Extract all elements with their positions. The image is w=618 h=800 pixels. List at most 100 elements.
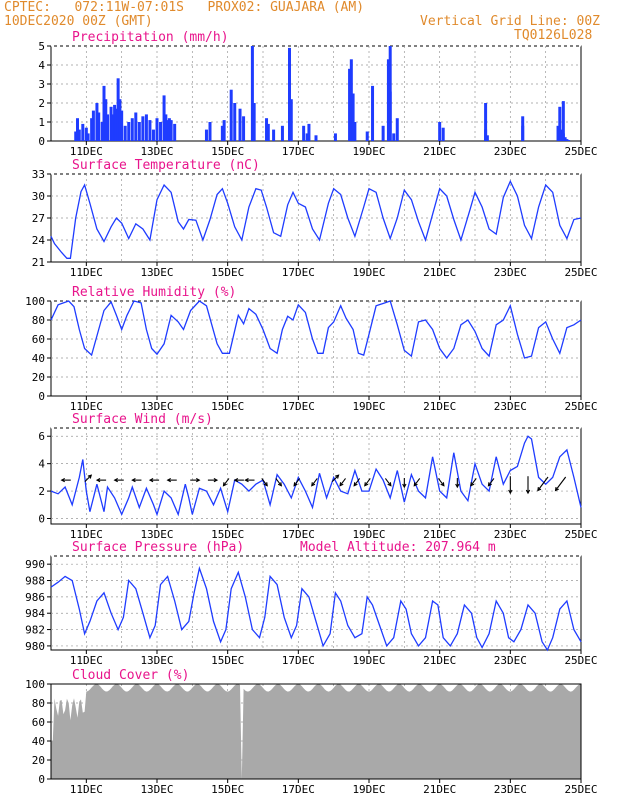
precip-bar [127,122,131,141]
wind-arrow-head [95,477,101,483]
precip-bar [90,118,94,141]
precip-bar [95,103,99,141]
pres-ytick-label: 982 [25,624,45,637]
wind-arrow-head [537,486,542,492]
pres-xtick-label: 23DEC [494,654,527,667]
wind-arrow-head [60,477,66,483]
precip-bar [238,108,242,141]
pres-xtick-label: 15DEC [211,654,244,667]
precip-bar [280,125,284,141]
precip-bar [120,110,124,141]
precip-bar [485,135,489,141]
precip-bar [173,123,177,141]
cloud-xtick-label: 11DEC [70,783,103,796]
precip-ytick-label: 0 [38,135,45,148]
precip-bar [167,118,171,141]
precip-bar [74,131,78,141]
precip-bar [123,125,127,141]
precip-bar [220,125,224,141]
pres-ytick-label: 986 [25,591,45,604]
wind-title: Surface Wind (m/s) [72,412,213,427]
rh-ytick-label: 100 [25,295,45,308]
pres-xtick-label: 17DEC [282,654,315,667]
precip-bar [137,122,141,141]
precip-bar [162,95,166,141]
precip-title: Precipitation (mm/h) [72,30,229,45]
precip-bar [134,112,138,141]
precip-bar [307,123,311,141]
pres-xtick-label: 11DEC [70,654,103,667]
wind-arrow-head [113,477,119,483]
rh-ytick-label: 80 [32,314,45,327]
precip-bar [164,114,168,141]
wind-xtick-label: 21DEC [423,528,456,541]
wind-arrow-head [222,482,227,487]
precip-bar [155,118,159,141]
pres-ytick-label: 984 [25,607,45,620]
precip-ytick-label: 5 [38,40,45,53]
precip-bar [521,125,525,141]
wind-arrow-head [455,483,460,489]
precip-bar [91,110,95,141]
temp-xtick-label: 25DEC [564,266,597,279]
wind-xtick-label: 15DEC [211,528,244,541]
wind-xtick-label: 13DEC [140,528,173,541]
wind-xtick-label: 25DEC [564,528,597,541]
wind-arrow [293,478,301,487]
temp-series-line [50,179,582,259]
temp-xtick-label: 19DEC [352,266,385,279]
pres-xtick-label: 19DEC [352,654,385,667]
wind-arrow-head [213,477,219,483]
cloud-xtick-label: 13DEC [140,783,173,796]
rh-ytick-label: 20 [32,371,45,384]
precip-bar [144,114,148,141]
precip-bar [118,99,122,141]
header-line-3-right: TQ0126L028 [514,28,593,43]
wind-arrow [413,478,421,487]
precip-xtick-label: 17DEC [282,145,315,158]
precip-bar [392,133,396,141]
wind-arrow-head [244,477,249,483]
temp-xtick-label: 17DEC [282,266,315,279]
precip-bar [565,139,569,141]
precip-bar [556,125,560,141]
precip-bar [395,118,399,141]
rh-xtick-label: 21DEC [423,400,456,413]
precip-bar [561,101,565,141]
precip-bar [109,106,113,141]
rh-ytick-label: 40 [32,352,45,365]
temp-xtick-label: 21DEC [423,266,456,279]
pres-xtick-label: 21DEC [423,654,456,667]
precip-bar [151,129,155,141]
wind-arrow [275,478,282,487]
precip-bar [208,122,212,141]
wind-arrow-head [87,474,93,479]
wind-arrow [537,476,549,491]
cloud-ytick-label: 60 [32,716,45,729]
precip-bar [106,114,110,141]
wind-arrow [84,474,92,482]
cloud-xtick-label: 25DEC [564,783,597,796]
temp-title: Surface Temperature (nC) [72,158,260,173]
precip-xtick-label: 23DEC [494,145,527,158]
header-line-1: CPTEC: 072:11W-07:01S PROX02: GUAJARA (A… [4,0,365,15]
wind-ytick-label: 4 [38,458,45,471]
precip-bar [102,85,106,141]
wind-arrow-head [470,482,475,487]
temp-xtick-label: 15DEC [211,266,244,279]
precip-frame [50,45,582,142]
precip-bar [288,47,291,141]
wind-arrow-head [195,477,201,483]
cloud-xtick-label: 19DEC [352,783,385,796]
wind-arrow-head [413,482,418,487]
wind-arrow [339,478,346,487]
precip-bar [333,133,337,141]
wind-arrow [437,478,445,487]
precip-bar [289,99,293,141]
precip-bar [250,46,254,141]
wind-arrow-head [311,482,316,487]
cloud-xtick-label: 17DEC [282,783,315,796]
cloud-ytick-label: 0 [38,773,45,786]
wind-arrow-head [387,482,392,487]
